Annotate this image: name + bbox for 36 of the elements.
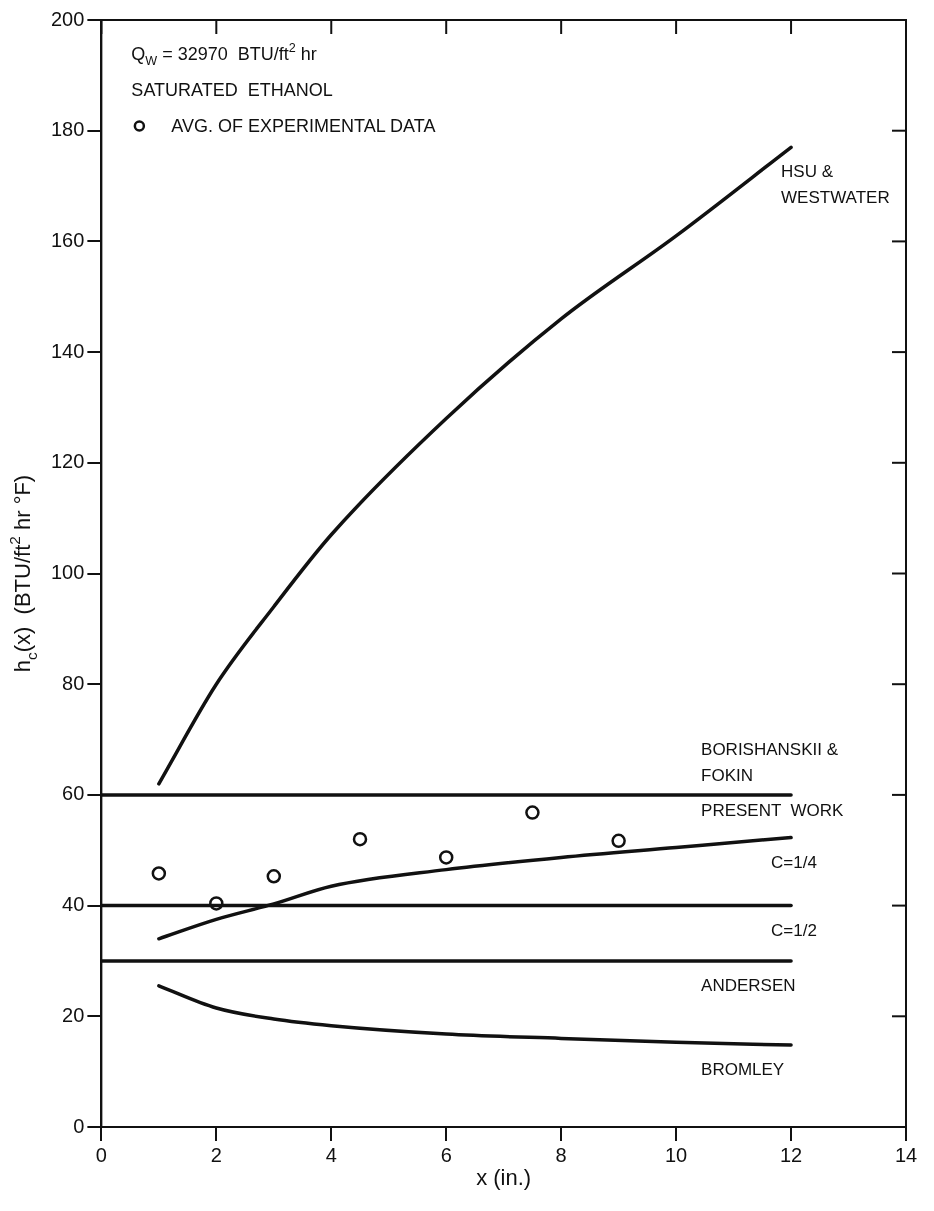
x-tick-label: 12 — [779, 1143, 803, 1166]
annotation: SATURATED ETHANOL — [131, 80, 333, 100]
point — [611, 833, 626, 849]
point — [525, 805, 540, 820]
point — [151, 866, 167, 881]
y-tick-label: 0 — [73, 1114, 85, 1137]
y-tick-label: 100 — [50, 561, 85, 584]
y-tick-label: 60 — [62, 782, 85, 805]
legend-label: AVG. OF EXPERIMENTAL DATA — [171, 116, 436, 136]
series-label: C=1/4 — [771, 852, 817, 872]
series-label: HSU & WESTWATER — [781, 162, 890, 208]
point — [352, 831, 368, 847]
x-tick-label: 14 — [894, 1143, 918, 1166]
x-axis-title: x (in.) — [476, 1165, 532, 1190]
point — [438, 850, 454, 865]
x-tick-label: 6 — [440, 1143, 452, 1166]
x-tick-label: 2 — [210, 1143, 222, 1166]
y-tick-label: 40 — [62, 893, 85, 916]
y-tick-label: 80 — [62, 671, 85, 694]
y-tick-label: 140 — [50, 339, 85, 362]
series-label: C=1/2 — [771, 920, 817, 940]
y-tick-label: 20 — [62, 1003, 85, 1026]
series-label: BROMLEY — [701, 1060, 785, 1080]
annotation: PRESENT WORK — [701, 800, 845, 820]
x-tick-label: 8 — [555, 1143, 567, 1166]
y-tick-label: 120 — [50, 450, 85, 473]
y-axis-title: hc(x) (BTU/ft2 hr °F) — [6, 474, 40, 673]
series-label: BORISHANSKII & FOKIN — [701, 739, 839, 785]
point — [266, 869, 282, 884]
y-tick-label: 200 — [50, 7, 85, 30]
y-tick-label: 180 — [50, 118, 85, 141]
x-tick-label: 4 — [325, 1143, 337, 1166]
x-tick-label: 0 — [95, 1143, 107, 1166]
series-label: ANDERSEN — [701, 975, 796, 995]
x-tick-label: 10 — [664, 1143, 688, 1166]
y-tick-label: 160 — [50, 228, 85, 251]
